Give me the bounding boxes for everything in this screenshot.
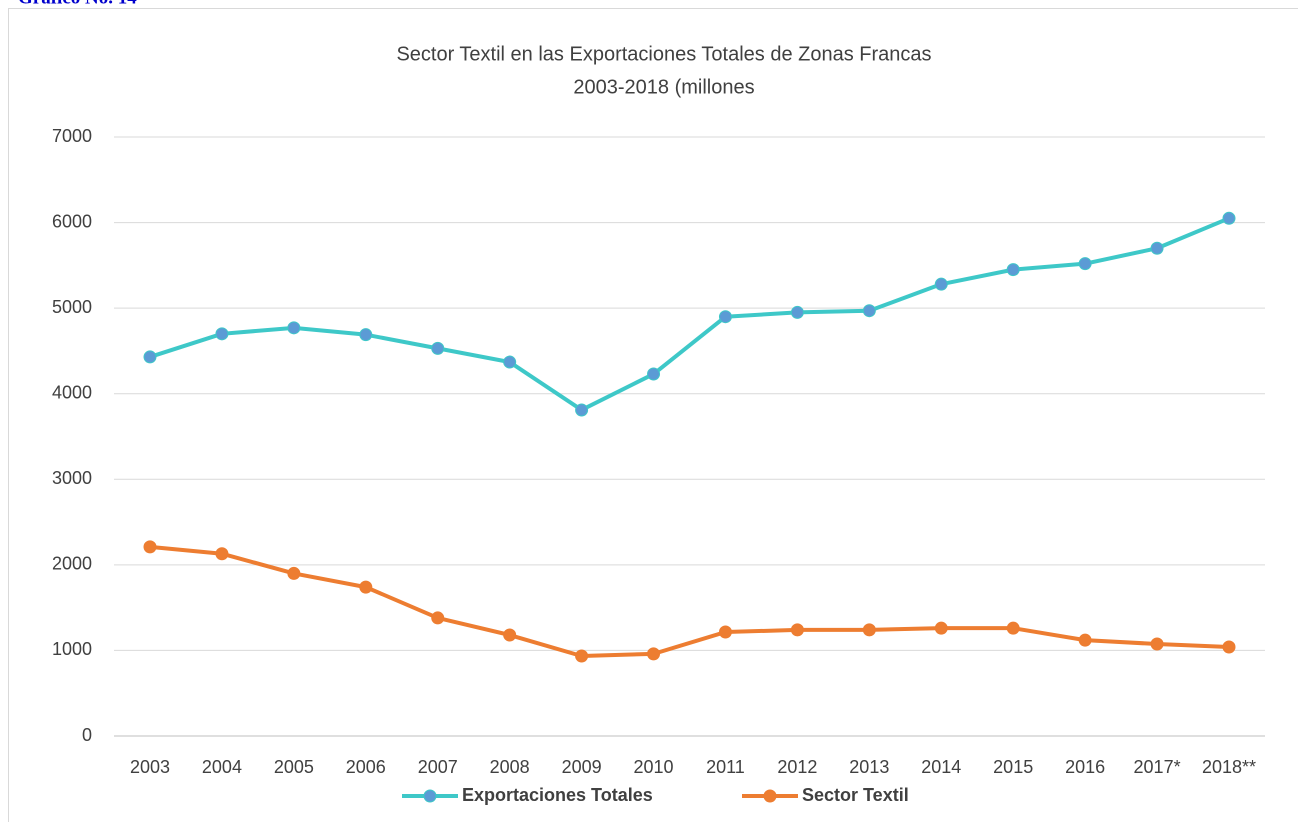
data-point [1222,211,1236,225]
x-tick-label: 2015 [993,757,1033,777]
series-line [149,216,1230,412]
legend-label: Exportaciones Totales [462,785,653,805]
y-tick-label: 5000 [52,297,92,317]
x-tick-label: 2003 [130,757,170,777]
data-point [575,649,589,663]
data-point [1150,241,1164,255]
data-point [934,277,948,291]
legend-marker [763,789,777,803]
y-tick-label: 1000 [52,639,92,659]
data-point [862,304,876,318]
legend-label: Sector Textil [802,785,909,805]
data-point [1150,637,1164,651]
data-point [790,623,804,637]
data-point [718,310,732,324]
data-point [503,628,517,642]
data-point [718,625,732,639]
data-point [575,403,589,417]
chart-subtitle: 2003-2018 (millones [573,76,754,98]
data-point [143,350,157,364]
data-point [215,547,229,561]
x-tick-label: 2008 [490,757,530,777]
data-point [359,580,373,594]
series-line [149,544,1230,658]
y-tick-label: 3000 [52,468,92,488]
y-tick-label: 6000 [52,211,92,231]
y-tick-label: 4000 [52,382,92,402]
data-point [431,611,445,625]
x-tick-label: 2016 [1065,757,1105,777]
data-point [647,647,661,661]
y-tick-label: 2000 [52,554,92,574]
x-tick-label: 2010 [634,757,674,777]
x-tick-label: 2017* [1134,757,1181,777]
x-tick-label: 2005 [274,757,314,777]
data-point [1006,263,1020,277]
y-tick-label: 0 [82,725,92,745]
data-point [359,328,373,342]
data-point [431,341,445,355]
data-point [790,305,804,319]
chart-frame [8,8,1298,822]
data-point [862,623,876,637]
x-tick-label: 2013 [849,757,889,777]
x-tick-label: 2014 [921,757,961,777]
x-tick-label: 2007 [418,757,458,777]
data-point [1006,621,1020,635]
x-tick-label: 2009 [562,757,602,777]
data-point [287,321,301,335]
data-point [287,566,301,580]
x-tick-label: 2006 [346,757,386,777]
figure-label: Gráfico No. 14 [18,0,137,8]
data-point [934,621,948,635]
data-point [1078,633,1092,647]
x-tick-label: 2012 [777,757,817,777]
x-tick-label: 2011 [706,757,745,777]
x-tick-label: 2018** [1202,757,1256,777]
legend-marker [423,789,437,803]
chart-title: Sector Textil en las Exportaciones Total… [396,43,931,65]
data-point [143,540,157,554]
y-tick-label: 7000 [52,126,92,146]
data-point [1222,640,1236,654]
data-point [503,355,517,369]
data-point [647,367,661,381]
x-tick-label: 2004 [202,757,242,777]
data-point [215,327,229,341]
data-point [1078,257,1092,271]
